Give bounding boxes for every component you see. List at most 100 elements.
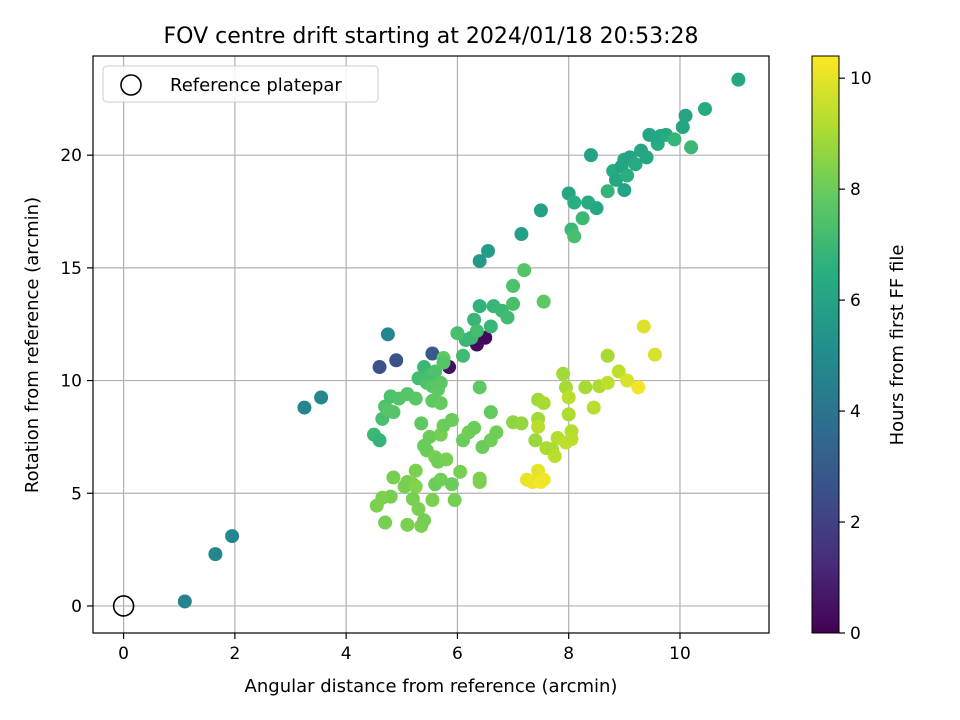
data-point xyxy=(177,594,192,609)
reference-platepar-marker xyxy=(112,595,135,617)
x-tick-label: 4 xyxy=(341,644,352,664)
data-point xyxy=(567,195,582,210)
x-tick-label: 2 xyxy=(229,644,240,664)
data-point xyxy=(531,419,546,434)
colorbar-tick-label: 0 xyxy=(850,624,861,644)
data-point xyxy=(400,517,415,532)
data-point xyxy=(414,416,429,431)
y-tick-label: 10 xyxy=(60,372,82,392)
data-point xyxy=(628,157,643,172)
data-point xyxy=(731,72,746,87)
legend: Reference platepar xyxy=(102,65,379,103)
y-tick-label: 5 xyxy=(71,484,82,504)
data-point xyxy=(514,416,529,431)
data-point xyxy=(425,346,440,361)
x-tick-label: 0 xyxy=(118,644,129,664)
data-point xyxy=(600,184,615,199)
data-point xyxy=(372,433,387,448)
data-point xyxy=(533,203,548,218)
data-point xyxy=(297,400,312,415)
data-point xyxy=(408,391,423,406)
data-point xyxy=(389,353,404,368)
data-point xyxy=(472,380,487,395)
data-point xyxy=(617,183,632,198)
colorbar-gradient xyxy=(811,55,840,634)
x-axis-label: Angular distance from reference (arcmin) xyxy=(245,676,618,697)
data-point xyxy=(600,375,615,390)
data-point xyxy=(439,452,454,467)
legend-label: Reference platepar xyxy=(170,75,342,96)
colorbar-label: Hours from first FF file xyxy=(887,245,908,446)
data-point xyxy=(436,355,451,370)
data-point xyxy=(483,405,498,420)
data-point xyxy=(567,229,582,244)
data-point xyxy=(536,396,551,411)
data-point xyxy=(472,299,487,314)
data-point xyxy=(455,348,470,363)
data-point xyxy=(422,429,437,444)
data-points xyxy=(177,72,746,609)
data-point xyxy=(639,150,654,165)
data-point xyxy=(433,375,448,390)
data-point xyxy=(417,513,432,528)
data-point xyxy=(425,493,440,508)
data-point xyxy=(372,360,387,375)
x-axis: 0 2 4 6 8 10 xyxy=(118,633,691,664)
data-point xyxy=(620,373,635,388)
y-axis-label: Rotation from reference (arcmin) xyxy=(22,197,43,493)
gridlines xyxy=(93,56,769,633)
colorbar-tick-label: 2 xyxy=(850,513,861,533)
data-point xyxy=(536,294,551,309)
legend-box xyxy=(102,65,379,103)
data-point xyxy=(578,380,593,395)
data-point xyxy=(225,529,240,544)
data-point xyxy=(481,243,496,258)
data-point xyxy=(444,477,459,492)
data-point xyxy=(506,296,521,311)
data-point xyxy=(586,400,601,415)
data-point xyxy=(386,405,401,420)
data-point xyxy=(453,464,468,479)
data-point xyxy=(469,323,484,338)
legend-marker-icon xyxy=(120,74,142,96)
colorbar-ticks: 0 2 4 6 8 10 xyxy=(839,69,872,644)
data-point xyxy=(675,119,690,134)
data-point xyxy=(575,211,590,226)
data-point xyxy=(428,364,443,379)
data-point xyxy=(369,498,384,513)
data-point xyxy=(483,319,498,334)
colorbar-tick-label: 4 xyxy=(850,402,861,422)
data-point xyxy=(386,470,401,485)
plot-frame xyxy=(92,55,770,634)
data-point xyxy=(528,433,543,448)
data-point xyxy=(314,390,329,405)
data-point xyxy=(583,148,598,163)
data-point xyxy=(647,347,662,362)
data-point xyxy=(611,364,626,379)
x-tick-label: 8 xyxy=(563,644,574,664)
data-point xyxy=(536,472,551,487)
data-point xyxy=(589,201,604,216)
data-point xyxy=(698,101,713,116)
colorbar: 0 2 4 6 8 10 Hours from first FF file xyxy=(811,55,908,644)
data-point xyxy=(506,278,521,293)
data-point xyxy=(433,472,448,487)
data-point xyxy=(467,312,482,327)
data-point xyxy=(408,463,423,478)
data-point xyxy=(444,413,459,428)
colorbar-tick-label: 6 xyxy=(850,291,861,311)
data-point xyxy=(608,172,623,187)
data-point xyxy=(547,449,562,464)
data-point xyxy=(208,547,223,562)
x-tick-label: 10 xyxy=(669,644,691,664)
data-point xyxy=(561,390,576,405)
colorbar-tick-label: 10 xyxy=(850,69,872,89)
data-point xyxy=(631,380,646,395)
data-point xyxy=(500,310,515,325)
data-point xyxy=(642,127,657,142)
data-point xyxy=(636,319,651,334)
data-point xyxy=(514,227,529,242)
y-tick-label: 15 xyxy=(60,259,82,279)
data-point xyxy=(411,502,426,517)
